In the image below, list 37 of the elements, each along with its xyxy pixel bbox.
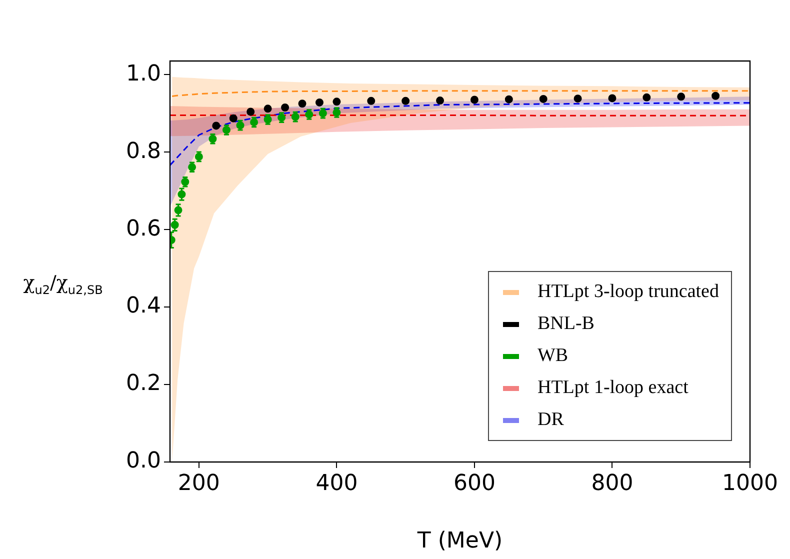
point: [315, 98, 324, 106]
legend-label: DR: [537, 409, 564, 431]
x-tick-label: 800: [591, 470, 634, 496]
y-tick-label: 0.0: [126, 448, 161, 474]
x-tick-label: 200: [178, 470, 220, 496]
x-tick-label: 400: [316, 470, 358, 496]
point: [539, 94, 548, 103]
point: [367, 96, 376, 105]
x-tick-label: 1000: [722, 470, 778, 496]
point: [574, 94, 582, 103]
point: [402, 96, 410, 105]
legend-label: HTLpt 3-loop truncated: [537, 281, 719, 303]
y-tick-label: 1.0: [126, 61, 161, 86]
point: [504, 95, 513, 104]
point: [246, 108, 255, 116]
point: [298, 100, 306, 108]
legend-label: HTLpt 1-loop exact: [537, 377, 688, 399]
point: [332, 98, 341, 106]
point: [642, 93, 651, 102]
y-tick-label: 0.8: [126, 138, 161, 164]
y-tick-label: 0.6: [126, 216, 161, 242]
legend-label: BNL-B: [537, 313, 594, 335]
point: [212, 122, 220, 130]
point: [712, 92, 720, 100]
y-tick-label: 0.4: [126, 294, 161, 319]
legend-label: WB: [537, 345, 568, 367]
y-tick-label: 0.2: [126, 371, 161, 396]
point: [281, 103, 290, 112]
x-tick-label: 600: [453, 470, 496, 496]
point: [608, 94, 616, 102]
point: [470, 96, 478, 104]
x-axis-title: T (MeV): [416, 528, 503, 554]
y-axis-title: χ$_{u2}$/χ$_{u2,SB}$: [22, 272, 104, 297]
point: [229, 114, 238, 122]
point: [264, 104, 272, 113]
point: [436, 96, 444, 105]
point: [677, 92, 686, 101]
